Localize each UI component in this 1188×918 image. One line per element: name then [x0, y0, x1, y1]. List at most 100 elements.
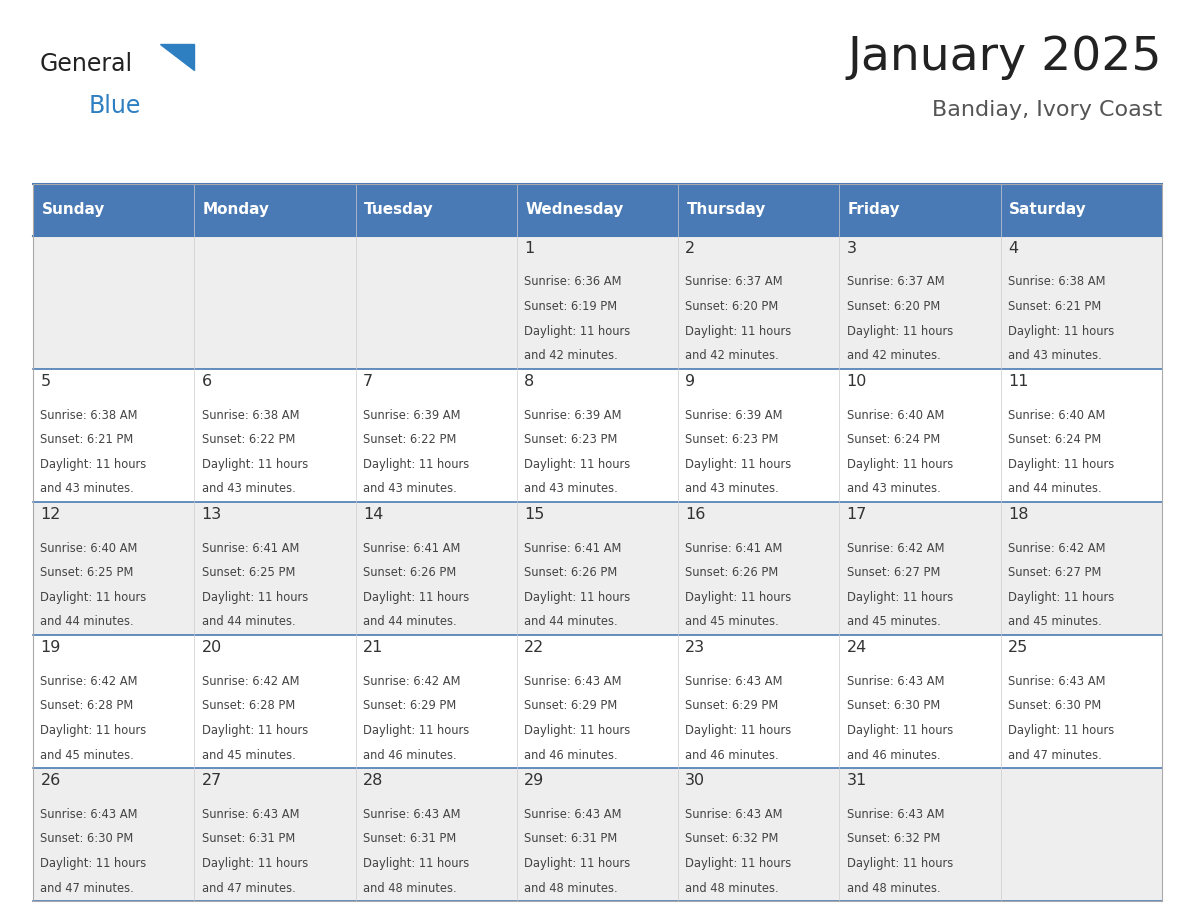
Text: Sunrise: 6:40 AM: Sunrise: 6:40 AM: [847, 409, 944, 421]
Text: Sunset: 6:23 PM: Sunset: 6:23 PM: [685, 433, 778, 446]
Text: Sunrise: 6:42 AM: Sunrise: 6:42 AM: [202, 675, 299, 688]
Bar: [195, 768, 355, 901]
Text: Wednesday: Wednesday: [525, 202, 624, 218]
Text: 15: 15: [524, 507, 544, 521]
Text: Sunrise: 6:41 AM: Sunrise: 6:41 AM: [362, 542, 460, 554]
Text: Tuesday: Tuesday: [364, 202, 434, 218]
Bar: [33, 635, 195, 768]
Text: 23: 23: [685, 640, 706, 655]
Text: Sunrise: 6:43 AM: Sunrise: 6:43 AM: [847, 808, 944, 821]
Text: Daylight: 11 hours: Daylight: 11 hours: [40, 591, 146, 604]
Text: and 48 minutes.: and 48 minutes.: [524, 881, 618, 895]
Text: Sunrise: 6:43 AM: Sunrise: 6:43 AM: [202, 808, 299, 821]
Bar: [195, 236, 355, 369]
Bar: [840, 184, 1000, 236]
Bar: [678, 635, 840, 768]
Text: 21: 21: [362, 640, 384, 655]
Bar: [195, 502, 355, 635]
Text: Sunrise: 6:42 AM: Sunrise: 6:42 AM: [847, 542, 944, 554]
Text: January 2025: January 2025: [847, 35, 1162, 81]
Text: Daylight: 11 hours: Daylight: 11 hours: [685, 724, 791, 737]
Text: Daylight: 11 hours: Daylight: 11 hours: [847, 724, 953, 737]
Text: Sunrise: 6:36 AM: Sunrise: 6:36 AM: [524, 275, 621, 288]
Text: Sunset: 6:21 PM: Sunset: 6:21 PM: [1007, 300, 1101, 313]
Text: Daylight: 11 hours: Daylight: 11 hours: [40, 724, 146, 737]
Bar: [517, 768, 678, 901]
Text: Daylight: 11 hours: Daylight: 11 hours: [847, 458, 953, 471]
Text: Sunrise: 6:41 AM: Sunrise: 6:41 AM: [202, 542, 299, 554]
Text: General: General: [39, 52, 132, 76]
Text: 11: 11: [1007, 374, 1029, 388]
Bar: [355, 502, 517, 635]
Bar: [840, 236, 1000, 369]
Text: Daylight: 11 hours: Daylight: 11 hours: [524, 325, 631, 338]
Text: Daylight: 11 hours: Daylight: 11 hours: [1007, 724, 1114, 737]
Bar: [1000, 236, 1162, 369]
Text: and 45 minutes.: and 45 minutes.: [202, 748, 296, 762]
Text: Sunset: 6:20 PM: Sunset: 6:20 PM: [685, 300, 778, 313]
Text: Sunrise: 6:43 AM: Sunrise: 6:43 AM: [847, 675, 944, 688]
Text: Sunset: 6:30 PM: Sunset: 6:30 PM: [1007, 700, 1101, 712]
Text: Sunset: 6:32 PM: Sunset: 6:32 PM: [685, 833, 778, 845]
Text: Sunset: 6:27 PM: Sunset: 6:27 PM: [847, 566, 940, 579]
Bar: [840, 369, 1000, 502]
Text: and 46 minutes.: and 46 minutes.: [362, 748, 456, 762]
Text: Daylight: 11 hours: Daylight: 11 hours: [202, 724, 308, 737]
Text: Daylight: 11 hours: Daylight: 11 hours: [524, 857, 631, 870]
Text: Sunrise: 6:43 AM: Sunrise: 6:43 AM: [524, 808, 621, 821]
Text: and 48 minutes.: and 48 minutes.: [685, 881, 779, 895]
Text: Blue: Blue: [89, 94, 141, 118]
Text: and 44 minutes.: and 44 minutes.: [362, 615, 456, 629]
Bar: [517, 502, 678, 635]
Text: 20: 20: [202, 640, 222, 655]
Text: 17: 17: [847, 507, 867, 521]
Text: 8: 8: [524, 374, 535, 388]
Text: Sunset: 6:23 PM: Sunset: 6:23 PM: [524, 433, 618, 446]
Text: and 46 minutes.: and 46 minutes.: [524, 748, 618, 762]
Text: 24: 24: [847, 640, 867, 655]
Text: Sunset: 6:19 PM: Sunset: 6:19 PM: [524, 300, 618, 313]
Bar: [1000, 184, 1162, 236]
Text: Sunset: 6:26 PM: Sunset: 6:26 PM: [362, 566, 456, 579]
Text: Sunrise: 6:38 AM: Sunrise: 6:38 AM: [1007, 275, 1105, 288]
Text: Daylight: 11 hours: Daylight: 11 hours: [524, 724, 631, 737]
Text: and 43 minutes.: and 43 minutes.: [202, 482, 296, 496]
Bar: [195, 184, 355, 236]
Bar: [33, 236, 195, 369]
Text: and 44 minutes.: and 44 minutes.: [1007, 482, 1101, 496]
Bar: [678, 184, 840, 236]
Text: Thursday: Thursday: [687, 202, 766, 218]
Text: Sunrise: 6:37 AM: Sunrise: 6:37 AM: [847, 275, 944, 288]
Text: Daylight: 11 hours: Daylight: 11 hours: [202, 857, 308, 870]
Text: Sunset: 6:29 PM: Sunset: 6:29 PM: [524, 700, 618, 712]
Text: Friday: Friday: [848, 202, 901, 218]
Bar: [355, 236, 517, 369]
Text: Daylight: 11 hours: Daylight: 11 hours: [524, 591, 631, 604]
Text: and 45 minutes.: and 45 minutes.: [40, 748, 134, 762]
Text: Sunrise: 6:42 AM: Sunrise: 6:42 AM: [362, 675, 460, 688]
Text: Sunset: 6:24 PM: Sunset: 6:24 PM: [847, 433, 940, 446]
Text: Sunset: 6:24 PM: Sunset: 6:24 PM: [1007, 433, 1101, 446]
Text: and 43 minutes.: and 43 minutes.: [40, 482, 134, 496]
Text: 29: 29: [524, 773, 544, 788]
Text: Monday: Monday: [203, 202, 270, 218]
Text: 19: 19: [40, 640, 61, 655]
Text: 18: 18: [1007, 507, 1029, 521]
Text: Sunset: 6:30 PM: Sunset: 6:30 PM: [40, 833, 133, 845]
Text: Sunrise: 6:39 AM: Sunrise: 6:39 AM: [362, 409, 460, 421]
Text: Sunset: 6:28 PM: Sunset: 6:28 PM: [202, 700, 295, 712]
Text: Sunset: 6:22 PM: Sunset: 6:22 PM: [362, 433, 456, 446]
Bar: [517, 184, 678, 236]
Text: Daylight: 11 hours: Daylight: 11 hours: [847, 857, 953, 870]
Text: Bandiay, Ivory Coast: Bandiay, Ivory Coast: [931, 100, 1162, 120]
Bar: [517, 369, 678, 502]
Text: Sunset: 6:31 PM: Sunset: 6:31 PM: [524, 833, 618, 845]
Text: and 46 minutes.: and 46 minutes.: [685, 748, 779, 762]
Text: Sunday: Sunday: [42, 202, 105, 218]
Bar: [355, 369, 517, 502]
Text: Sunrise: 6:39 AM: Sunrise: 6:39 AM: [685, 409, 783, 421]
Text: and 43 minutes.: and 43 minutes.: [524, 482, 618, 496]
Text: Daylight: 11 hours: Daylight: 11 hours: [685, 591, 791, 604]
Text: Sunrise: 6:43 AM: Sunrise: 6:43 AM: [524, 675, 621, 688]
Text: and 42 minutes.: and 42 minutes.: [685, 349, 779, 363]
